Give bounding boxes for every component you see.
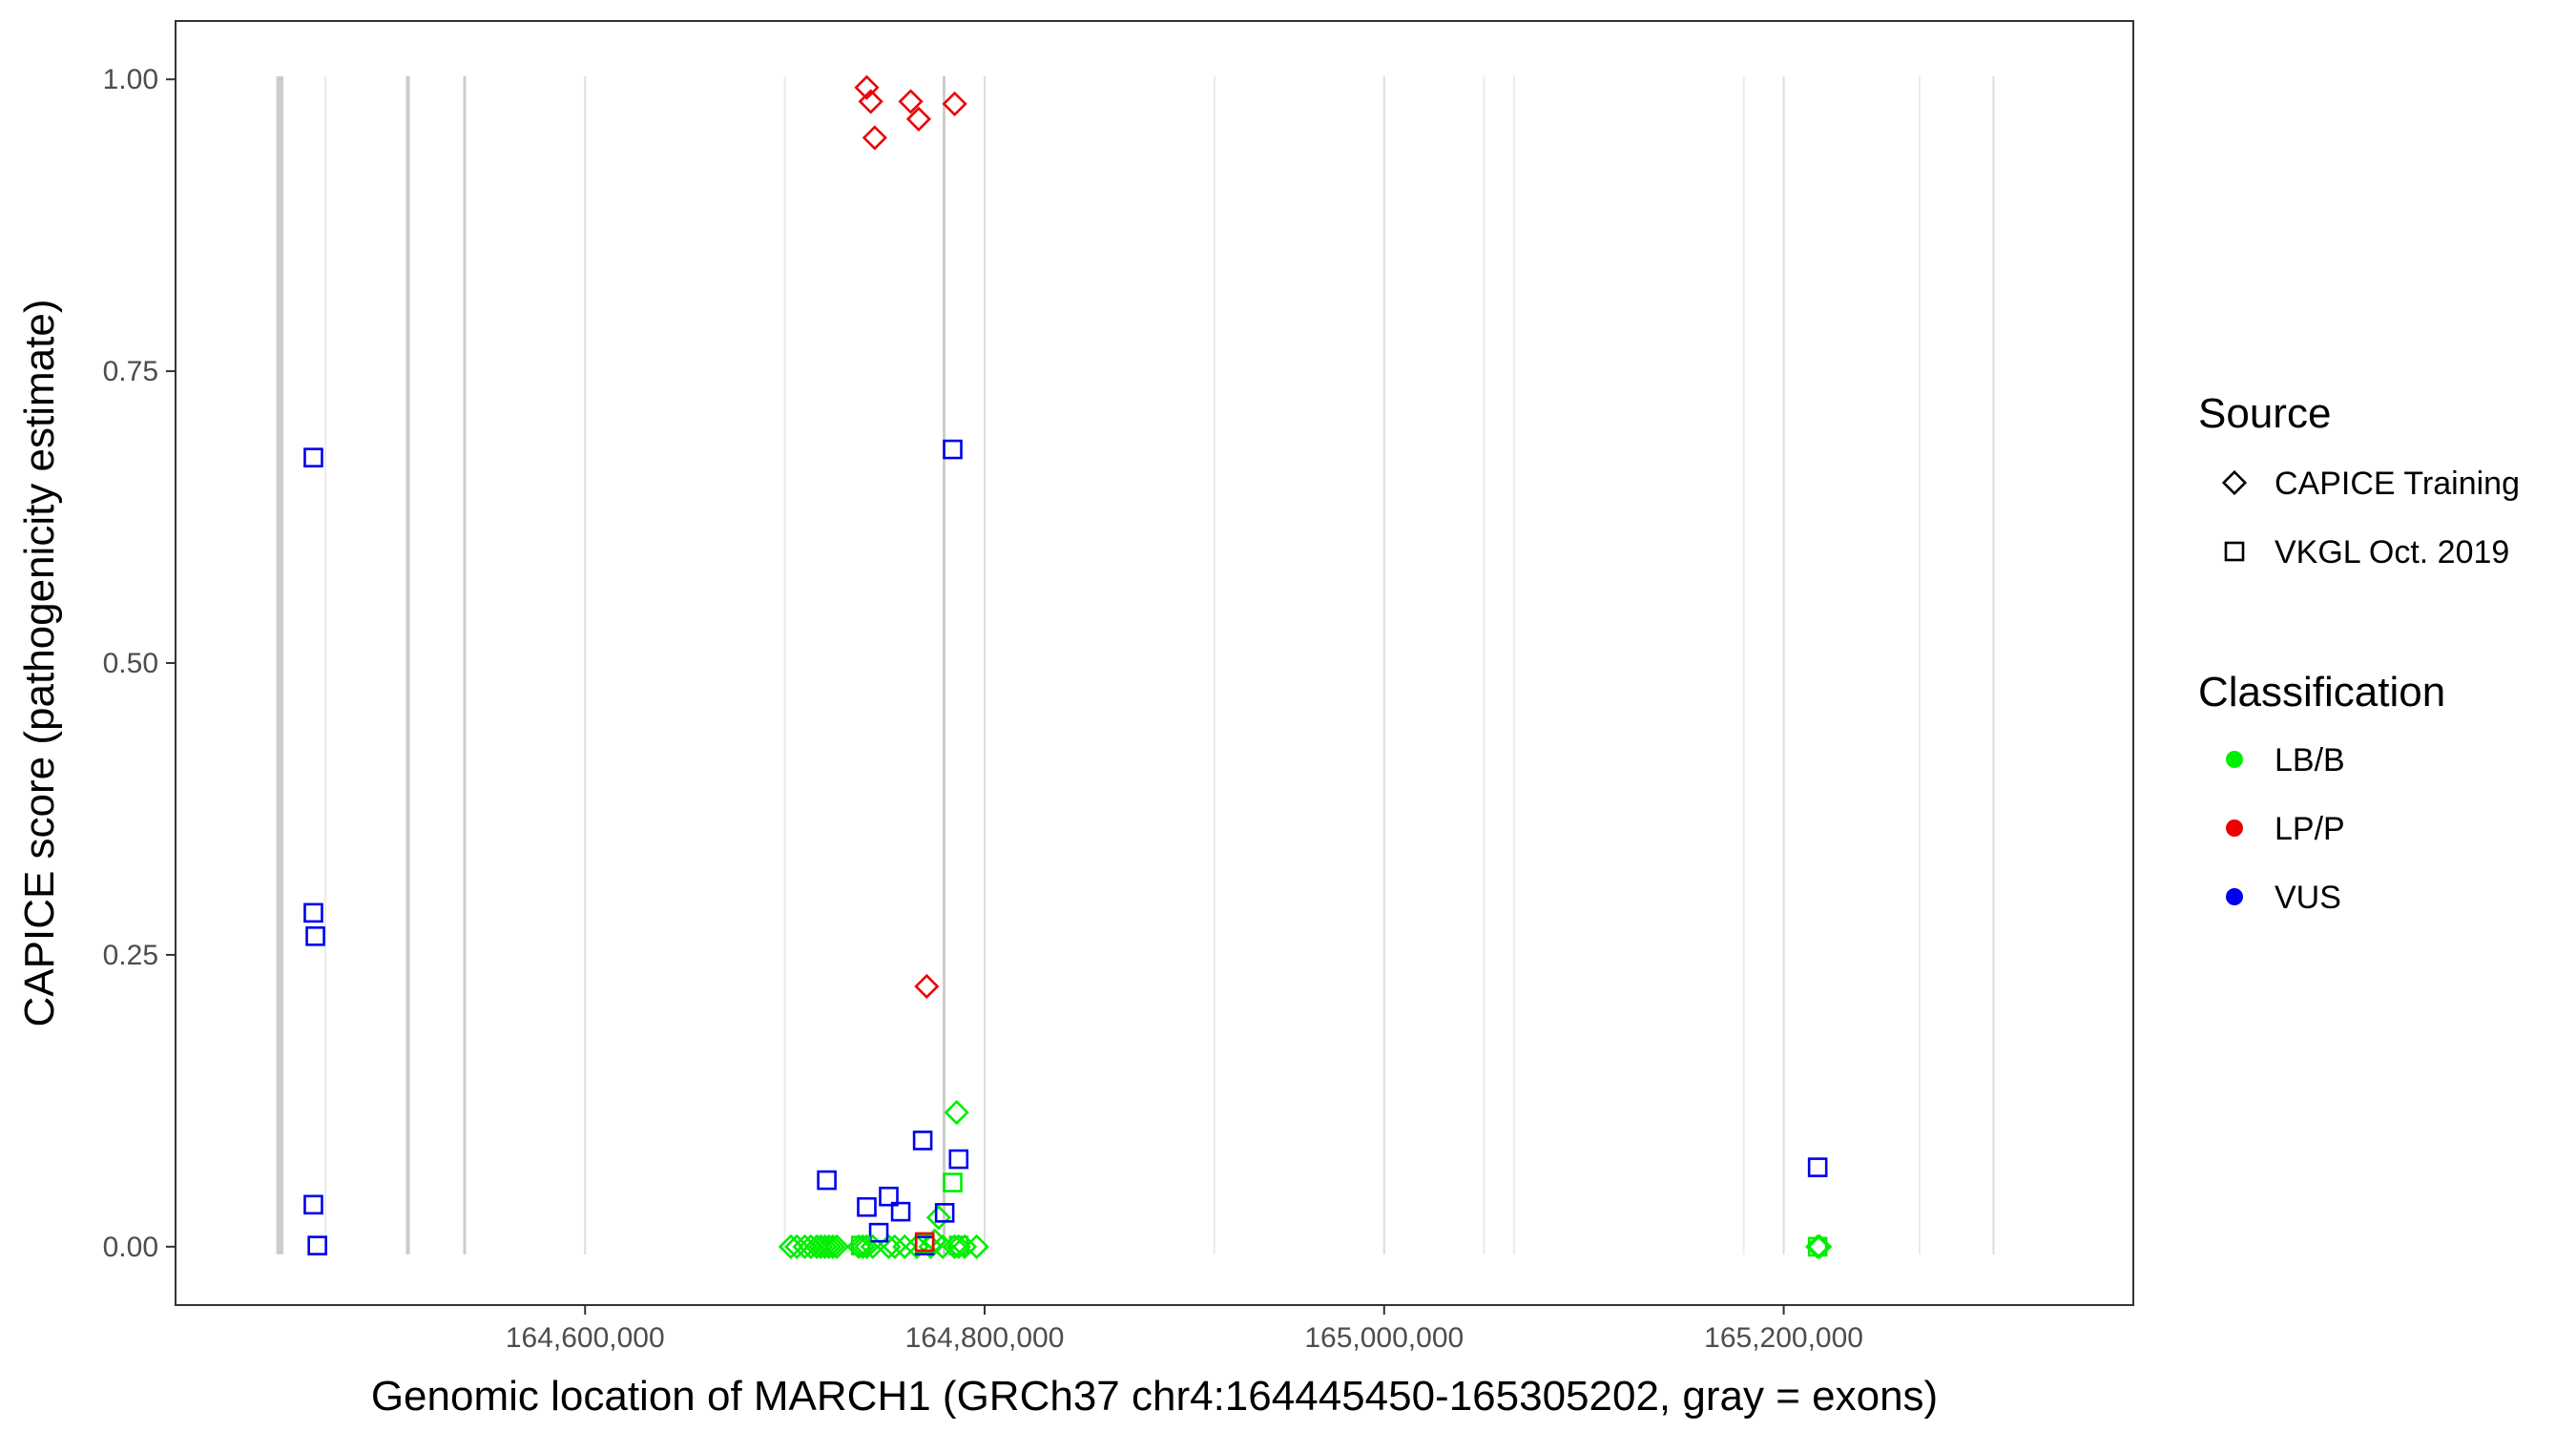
- data-point-square: [868, 1222, 889, 1243]
- legend-color-key: [2226, 751, 2243, 768]
- y-tick-label: 0.00: [103, 1232, 158, 1263]
- data-point-square: [943, 439, 963, 460]
- x-tick-label: 164,600,000: [506, 1322, 665, 1354]
- data-point-square: [857, 1196, 877, 1217]
- y-tick-label: 0.25: [103, 940, 158, 971]
- data-point-diamond: [905, 106, 932, 132]
- y-tick-label: 0.50: [103, 648, 158, 679]
- legend-class-label: VUS: [2275, 880, 2341, 916]
- data-point-square: [1807, 1157, 1828, 1177]
- data-point-diamond: [816, 1234, 841, 1259]
- data-point-square: [817, 1170, 837, 1191]
- data-point-diamond: [862, 125, 887, 151]
- plot-panel-border: [175, 20, 2134, 1306]
- legend-classification-title: Classification: [2198, 669, 2445, 716]
- data-point-square: [303, 1194, 323, 1215]
- data-point-diamond: [942, 1234, 967, 1259]
- data-point-square: [303, 447, 323, 467]
- exon-band: [463, 76, 467, 1255]
- gridline-layer: [324, 76, 1995, 1255]
- y-tick-label: 0.75: [103, 356, 158, 387]
- legend-class-label: LP/P: [2275, 811, 2345, 847]
- data-point-diamond: [944, 1100, 969, 1126]
- data-point-square: [912, 1130, 933, 1151]
- data-point-square: [303, 902, 323, 923]
- data-point-diamond: [945, 1234, 971, 1259]
- data-point-diamond: [1805, 1234, 1831, 1259]
- data-point-diamond: [882, 1234, 907, 1259]
- data-point-square: [934, 1203, 955, 1223]
- data-point-diamond: [812, 1234, 838, 1259]
- data-point-square: [307, 1235, 327, 1255]
- x-tick-label: 164,800,000: [905, 1322, 1065, 1354]
- data-point-diamond: [964, 1234, 989, 1259]
- data-point-diamond: [854, 1234, 880, 1259]
- exon-band: [405, 76, 410, 1255]
- legend-color-key: [2226, 888, 2243, 905]
- data-point-diamond: [820, 1234, 845, 1259]
- data-point-diamond: [892, 1234, 918, 1259]
- data-point-layer: [303, 74, 1833, 1259]
- data-point-square: [914, 1232, 935, 1253]
- y-tick-label: 1.00: [103, 64, 158, 95]
- data-point-square: [948, 1235, 969, 1255]
- legend-source-title: Source: [2198, 390, 2331, 437]
- exon-band: [943, 76, 946, 1255]
- axis-layer: 164,600,000 164,800,000 165,000,000 165,200…: [103, 64, 1863, 1354]
- data-point-diamond: [854, 74, 880, 100]
- data-point-square: [890, 1201, 911, 1222]
- data-point-diamond: [898, 89, 924, 114]
- data-point-diamond: [918, 1234, 944, 1259]
- data-point-diamond: [823, 1234, 850, 1259]
- exon-band: [276, 76, 284, 1255]
- data-point-square: [2224, 541, 2245, 562]
- data-point-square: [1807, 1236, 1828, 1257]
- data-point-diamond: [942, 91, 967, 116]
- exon-layer: [276, 76, 946, 1255]
- legend: Source Classification CAPICE Training VKG…: [2198, 390, 2520, 916]
- legend-source-label: VKGL Oct. 2019: [2275, 534, 2509, 570]
- data-point-diamond: [858, 89, 883, 114]
- data-point-square: [879, 1186, 899, 1207]
- data-point-diamond: [2221, 469, 2248, 496]
- x-tick-label: 165,200,000: [1704, 1322, 1863, 1354]
- data-point-diamond: [925, 1205, 951, 1231]
- data-point-square: [948, 1149, 969, 1170]
- data-point-diamond: [951, 1234, 978, 1259]
- legend-source-label: CAPICE Training: [2275, 466, 2520, 502]
- data-point-square: [305, 926, 325, 946]
- data-point-square: [850, 1235, 871, 1255]
- legend-color-key: [2226, 819, 2243, 837]
- data-point-square: [943, 1172, 963, 1192]
- data-point-diamond: [914, 973, 940, 1000]
- y-axis-title: CAPICE score (pathogenicity estimate): [16, 300, 63, 1027]
- x-tick-label: 165,000,000: [1304, 1322, 1464, 1354]
- x-axis-title: Genomic location of MARCH1 (GRCh37 chr4:…: [371, 1373, 1938, 1420]
- legend-class-label: LB/B: [2275, 742, 2345, 778]
